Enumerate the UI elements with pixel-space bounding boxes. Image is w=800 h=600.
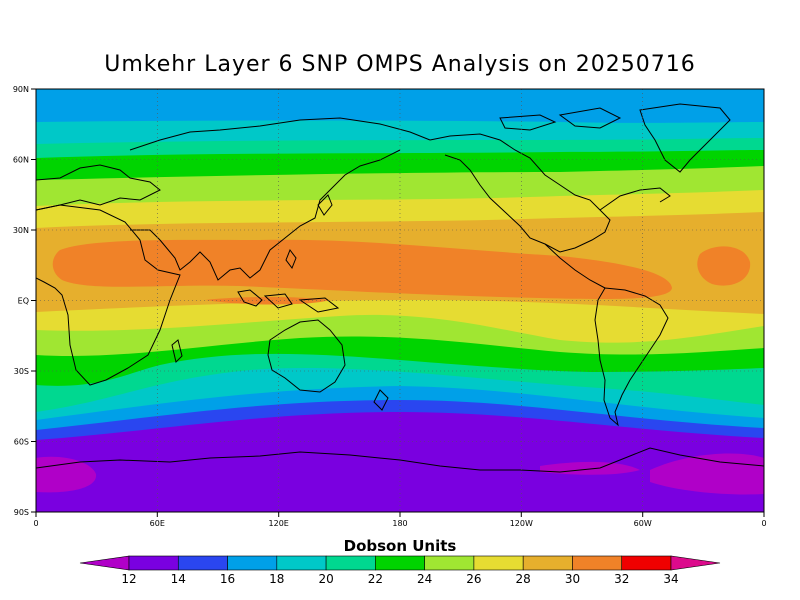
tick-marks — [31, 88, 765, 517]
colorbar-swatch — [473, 555, 524, 571]
colorbar-swatch — [522, 555, 573, 571]
colorbar-swatch — [375, 555, 425, 571]
colorbar-swatch — [621, 555, 672, 571]
lat-label: 60S — [14, 438, 29, 447]
colorbar-title: Dobson Units — [343, 537, 457, 555]
band-32-tropics — [52, 239, 673, 299]
colorbar-tick-label: 30 — [565, 572, 580, 586]
colorbar-tick-label: 16 — [220, 572, 235, 586]
colorbar-tick-label: 18 — [269, 572, 284, 586]
colorbar-swatch — [177, 555, 228, 571]
lat-label: 60N — [13, 156, 29, 165]
colorbar-tick-label: 14 — [171, 572, 186, 586]
colorbar-tick-label: 12 — [121, 572, 136, 586]
colorbar-tick-label: 20 — [318, 572, 333, 586]
page-title: Umkehr Layer 6 SNP OMPS Analysis on 2025… — [104, 52, 696, 77]
lon-label: 120W — [510, 519, 533, 528]
colorbar-swatch — [325, 555, 376, 571]
lon-label: 0 — [761, 519, 766, 528]
colorbar-swatch — [276, 555, 327, 571]
gridlines — [36, 89, 764, 512]
band-32-atlantic — [697, 246, 751, 286]
lon-label: 0 — [33, 519, 38, 528]
colorbar-swatch — [572, 555, 623, 571]
lat-label: 30N — [13, 226, 29, 235]
band-32-indian — [205, 297, 330, 305]
lat-label: 90S — [14, 508, 29, 517]
colorbar-swatch — [424, 555, 475, 571]
colorbar-tick-label: 28 — [516, 572, 531, 586]
colorbar-tick-label: 34 — [663, 572, 678, 586]
colorbar-tick-label: 24 — [417, 572, 432, 586]
colorbar: 12 14 16 18 20 22 24 26 28 30 32 34 — [79, 555, 721, 586]
colorbar-swatch — [128, 555, 179, 571]
colorbar-tick-label: 22 — [368, 572, 383, 586]
lon-label: 120E — [269, 519, 289, 528]
coastlines — [36, 103, 764, 473]
colorbar-tick-label: 32 — [614, 572, 629, 586]
colorbar-swatch — [227, 555, 278, 571]
colorbar-arrow-low — [79, 555, 130, 571]
colorbar-tick-label: 26 — [466, 572, 481, 586]
lat-label: EQ — [18, 297, 29, 306]
lon-label: 180 — [392, 519, 407, 528]
lat-label: 90N — [13, 85, 29, 94]
lon-label: 60E — [150, 519, 165, 528]
lon-label: 60W — [634, 519, 652, 528]
lat-label: 30S — [14, 367, 29, 376]
colorbar-arrow-high — [670, 555, 721, 571]
